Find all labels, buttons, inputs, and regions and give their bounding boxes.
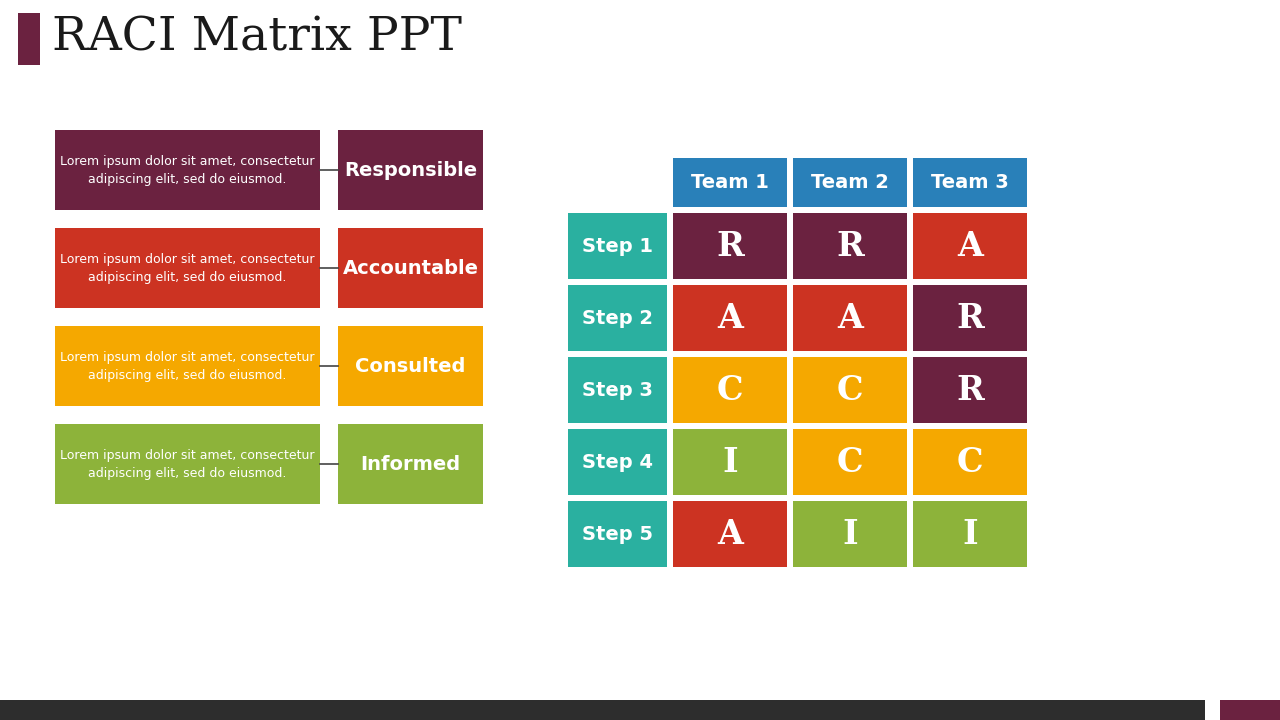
FancyBboxPatch shape	[18, 13, 40, 65]
FancyBboxPatch shape	[55, 326, 320, 406]
FancyBboxPatch shape	[913, 357, 1027, 423]
Text: Responsible: Responsible	[344, 161, 477, 179]
FancyBboxPatch shape	[673, 501, 787, 567]
Text: adipiscing elit, sed do eiusmod.: adipiscing elit, sed do eiusmod.	[88, 174, 287, 186]
Text: R: R	[956, 302, 984, 335]
Text: I: I	[963, 518, 978, 551]
Text: R: R	[956, 374, 984, 407]
Text: RACI Matrix PPT: RACI Matrix PPT	[52, 15, 462, 60]
Text: Lorem ipsum dolor sit amet, consectetur: Lorem ipsum dolor sit amet, consectetur	[60, 449, 315, 462]
FancyBboxPatch shape	[913, 501, 1027, 567]
FancyBboxPatch shape	[0, 700, 1204, 720]
Text: Informed: Informed	[361, 454, 461, 474]
FancyBboxPatch shape	[913, 158, 1027, 207]
Text: Step 1: Step 1	[582, 236, 653, 256]
Text: Accountable: Accountable	[343, 258, 479, 277]
Text: C: C	[717, 374, 744, 407]
Text: I: I	[842, 518, 858, 551]
FancyBboxPatch shape	[913, 285, 1027, 351]
FancyBboxPatch shape	[673, 285, 787, 351]
Text: C: C	[956, 446, 983, 479]
FancyBboxPatch shape	[794, 213, 908, 279]
Text: Step 5: Step 5	[582, 524, 653, 544]
FancyBboxPatch shape	[913, 429, 1027, 495]
Text: Team 3: Team 3	[931, 173, 1009, 192]
Text: Step 3: Step 3	[582, 380, 653, 400]
Text: R: R	[836, 230, 864, 263]
Text: A: A	[837, 302, 863, 335]
Text: A: A	[957, 230, 983, 263]
Text: adipiscing elit, sed do eiusmod.: adipiscing elit, sed do eiusmod.	[88, 369, 287, 382]
Text: R: R	[716, 230, 744, 263]
Text: I: I	[722, 446, 737, 479]
Text: A: A	[717, 518, 742, 551]
FancyBboxPatch shape	[673, 158, 787, 207]
FancyBboxPatch shape	[338, 228, 483, 308]
Text: Lorem ipsum dolor sit amet, consectetur: Lorem ipsum dolor sit amet, consectetur	[60, 351, 315, 364]
Text: Step 4: Step 4	[582, 452, 653, 472]
Text: C: C	[837, 374, 863, 407]
Text: Team 1: Team 1	[691, 173, 769, 192]
FancyBboxPatch shape	[568, 357, 667, 423]
FancyBboxPatch shape	[794, 158, 908, 207]
Text: adipiscing elit, sed do eiusmod.: adipiscing elit, sed do eiusmod.	[88, 467, 287, 480]
FancyBboxPatch shape	[338, 424, 483, 504]
FancyBboxPatch shape	[55, 228, 320, 308]
FancyBboxPatch shape	[338, 326, 483, 406]
FancyBboxPatch shape	[794, 501, 908, 567]
Text: adipiscing elit, sed do eiusmod.: adipiscing elit, sed do eiusmod.	[88, 271, 287, 284]
Text: Lorem ipsum dolor sit amet, consectetur: Lorem ipsum dolor sit amet, consectetur	[60, 253, 315, 266]
Text: A: A	[717, 302, 742, 335]
FancyBboxPatch shape	[568, 429, 667, 495]
FancyBboxPatch shape	[794, 429, 908, 495]
FancyBboxPatch shape	[794, 357, 908, 423]
FancyBboxPatch shape	[673, 429, 787, 495]
FancyBboxPatch shape	[913, 213, 1027, 279]
FancyBboxPatch shape	[55, 424, 320, 504]
Text: Consulted: Consulted	[356, 356, 466, 376]
FancyBboxPatch shape	[794, 285, 908, 351]
FancyBboxPatch shape	[55, 130, 320, 210]
FancyBboxPatch shape	[673, 213, 787, 279]
FancyBboxPatch shape	[568, 501, 667, 567]
FancyBboxPatch shape	[338, 130, 483, 210]
FancyBboxPatch shape	[568, 213, 667, 279]
FancyBboxPatch shape	[673, 357, 787, 423]
Text: Team 2: Team 2	[812, 173, 888, 192]
FancyBboxPatch shape	[568, 285, 667, 351]
Text: Lorem ipsum dolor sit amet, consectetur: Lorem ipsum dolor sit amet, consectetur	[60, 156, 315, 168]
FancyBboxPatch shape	[1220, 700, 1280, 720]
Text: Step 2: Step 2	[582, 308, 653, 328]
Text: C: C	[837, 446, 863, 479]
